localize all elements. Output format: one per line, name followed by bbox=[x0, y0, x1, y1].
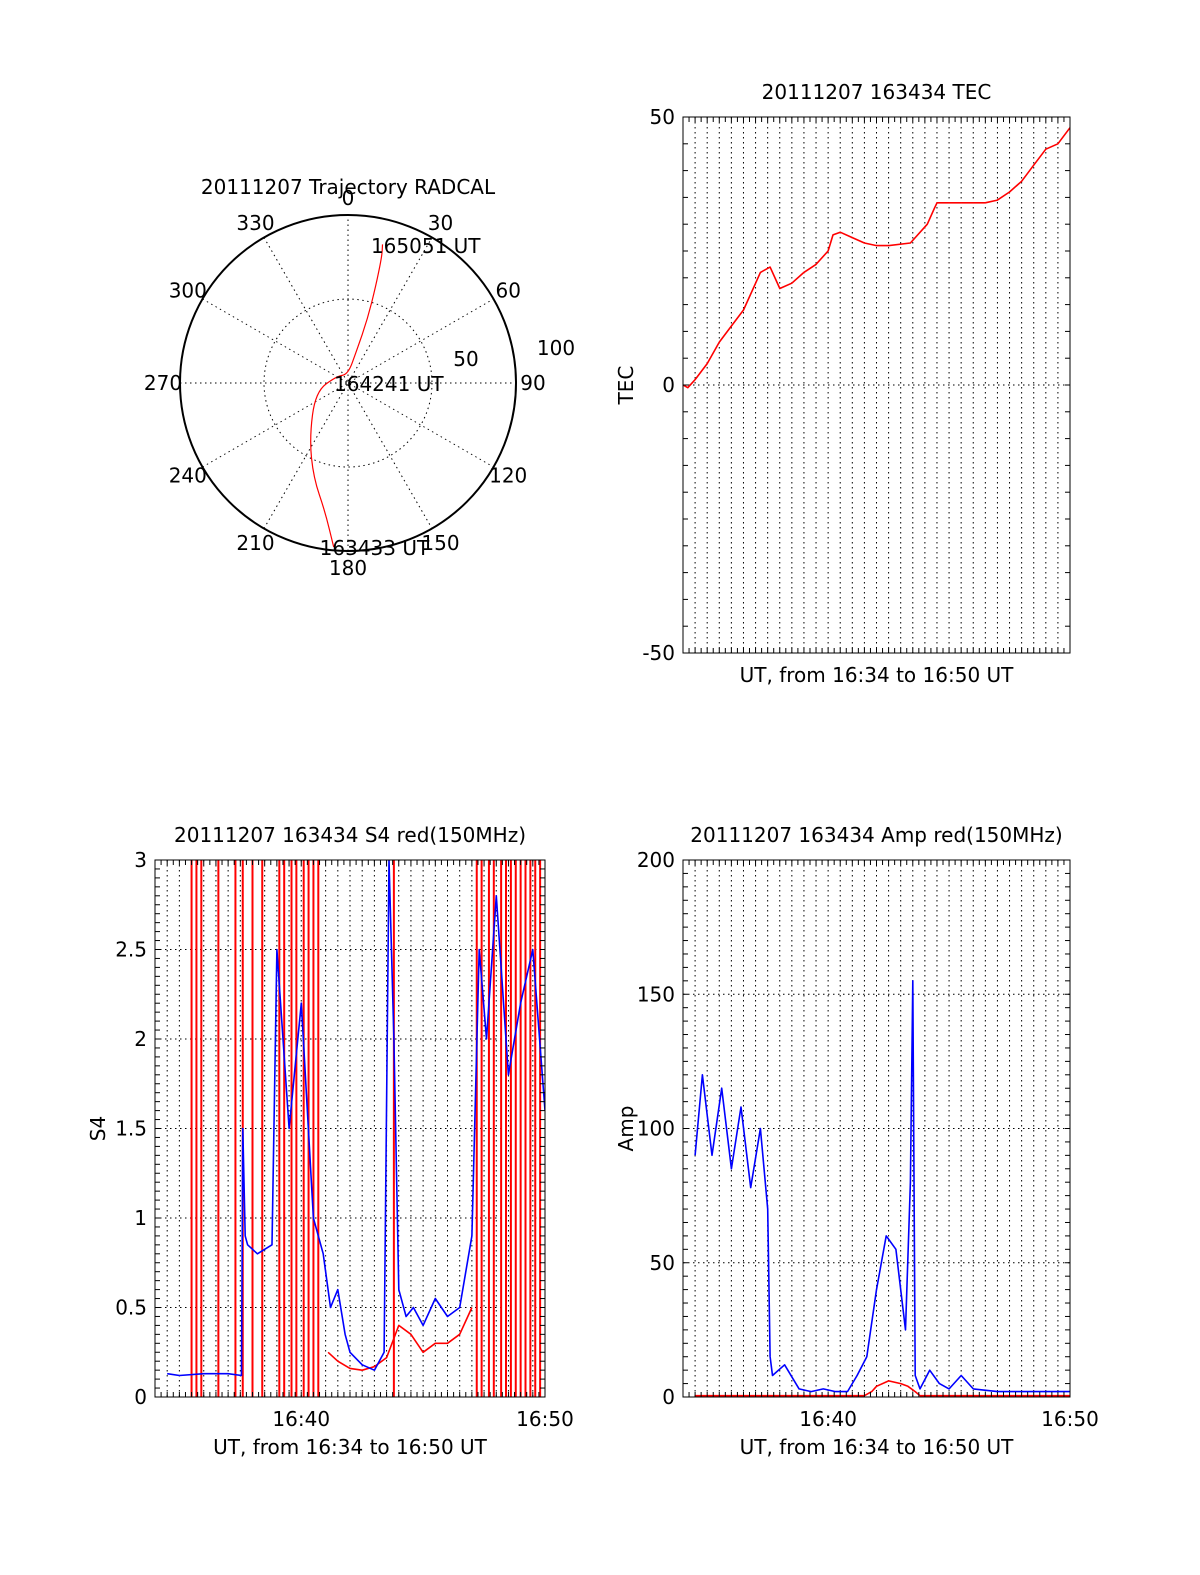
y-tick-label: 200 bbox=[637, 848, 675, 872]
plot-area bbox=[694, 979, 1070, 1397]
chart-title: 20111207 163434 S4 red(150MHz) bbox=[174, 823, 526, 847]
trajectory-time-label: 163433 UT bbox=[320, 536, 430, 560]
azimuth-label: 90 bbox=[520, 371, 545, 395]
chart-title: 20111207 Trajectory RADCAL bbox=[201, 175, 496, 199]
s4-panel: 0 0.5 1 1.5 2 2.5 3 16:40 16:50 20111207 163434 S… bbox=[86, 823, 574, 1459]
x-axis-label: UT, from 16:34 to 16:50 UT bbox=[213, 1435, 488, 1459]
y-tick-label: 3 bbox=[134, 848, 147, 872]
azimuth-label: 150 bbox=[421, 531, 459, 555]
y-tick-label: 150 bbox=[637, 982, 675, 1006]
tec-panel: -50 0 50 20111207 163434 TEC UT, from 16:34 … bbox=[614, 80, 1071, 687]
y-tick-label: 1.5 bbox=[115, 1117, 147, 1141]
x-tick-label: 16:50 bbox=[516, 1407, 574, 1431]
radius-label: 100 bbox=[537, 336, 575, 360]
azimuth-label: 270 bbox=[144, 371, 182, 395]
y-axis-label: TEC bbox=[614, 366, 638, 406]
azimuth-spoke bbox=[202, 298, 494, 468]
azimuth-label: 180 bbox=[329, 556, 367, 580]
series-red-line bbox=[695, 1380, 1070, 1397]
azimuth-label: 60 bbox=[495, 279, 520, 303]
plot-area bbox=[167, 860, 545, 1397]
x-tick-label: 16:40 bbox=[799, 1407, 857, 1431]
azimuth-label: 240 bbox=[169, 464, 207, 488]
azimuth-label: 0 bbox=[342, 186, 355, 210]
azimuth-spoke bbox=[263, 237, 433, 529]
azimuth-label: 210 bbox=[236, 531, 274, 555]
series-red-line bbox=[327, 1307, 473, 1371]
series-TEC-line bbox=[683, 127, 1070, 389]
y-tick-label: 100 bbox=[637, 1117, 675, 1141]
y-axis-label: S4 bbox=[86, 1116, 110, 1141]
y-tick-label: 50 bbox=[650, 1251, 675, 1275]
azimuth-label: 30 bbox=[428, 211, 453, 235]
azimuth-label: 300 bbox=[169, 279, 207, 303]
trajectory-line bbox=[310, 244, 384, 548]
radius-label: 50 bbox=[453, 347, 478, 371]
y-tick-label: 0 bbox=[662, 373, 675, 397]
inner-circle-50 bbox=[263, 298, 433, 468]
plot-area bbox=[683, 127, 1070, 389]
x-tick-label: 16:50 bbox=[1041, 1407, 1099, 1431]
trajectory-time-label: 164241 UT bbox=[334, 372, 444, 396]
amp-panel: 0 50 100 150 200 16:40 16:50 20111207 163434 Am… bbox=[614, 823, 1099, 1459]
trajectory-time-label: 165051 UT bbox=[371, 234, 481, 258]
chart-title: 20111207 163434 Amp red(150MHz) bbox=[690, 823, 1062, 847]
y-tick-label: 1 bbox=[134, 1206, 147, 1230]
series-blue-line bbox=[167, 860, 545, 1377]
polar-trajectory-panel: 20111207 Trajectory RADCAL03060901201501… bbox=[144, 175, 575, 580]
x-axis-label: UT, from 16:34 to 16:50 UT bbox=[740, 1435, 1015, 1459]
azimuth-label: 120 bbox=[489, 464, 527, 488]
y-tick-label: 0.5 bbox=[115, 1296, 147, 1320]
x-tick-label: 16:40 bbox=[272, 1407, 330, 1431]
chart-title: 20111207 163434 TEC bbox=[762, 80, 992, 104]
series-blue-line bbox=[694, 979, 1070, 1393]
y-tick-label: 50 bbox=[650, 105, 675, 129]
y-tick-label: 2.5 bbox=[115, 938, 147, 962]
x-axis-label: UT, from 16:34 to 16:50 UT bbox=[740, 663, 1015, 687]
y-tick-label: -50 bbox=[642, 641, 675, 665]
azimuth-spoke bbox=[263, 237, 433, 529]
y-tick-label: 0 bbox=[134, 1385, 147, 1409]
azimuth-spoke bbox=[202, 298, 494, 468]
y-axis-label: Amp bbox=[614, 1106, 638, 1152]
y-tick-label: 0 bbox=[662, 1385, 675, 1409]
y-tick-label: 2 bbox=[134, 1027, 147, 1051]
azimuth-label: 330 bbox=[236, 211, 274, 235]
